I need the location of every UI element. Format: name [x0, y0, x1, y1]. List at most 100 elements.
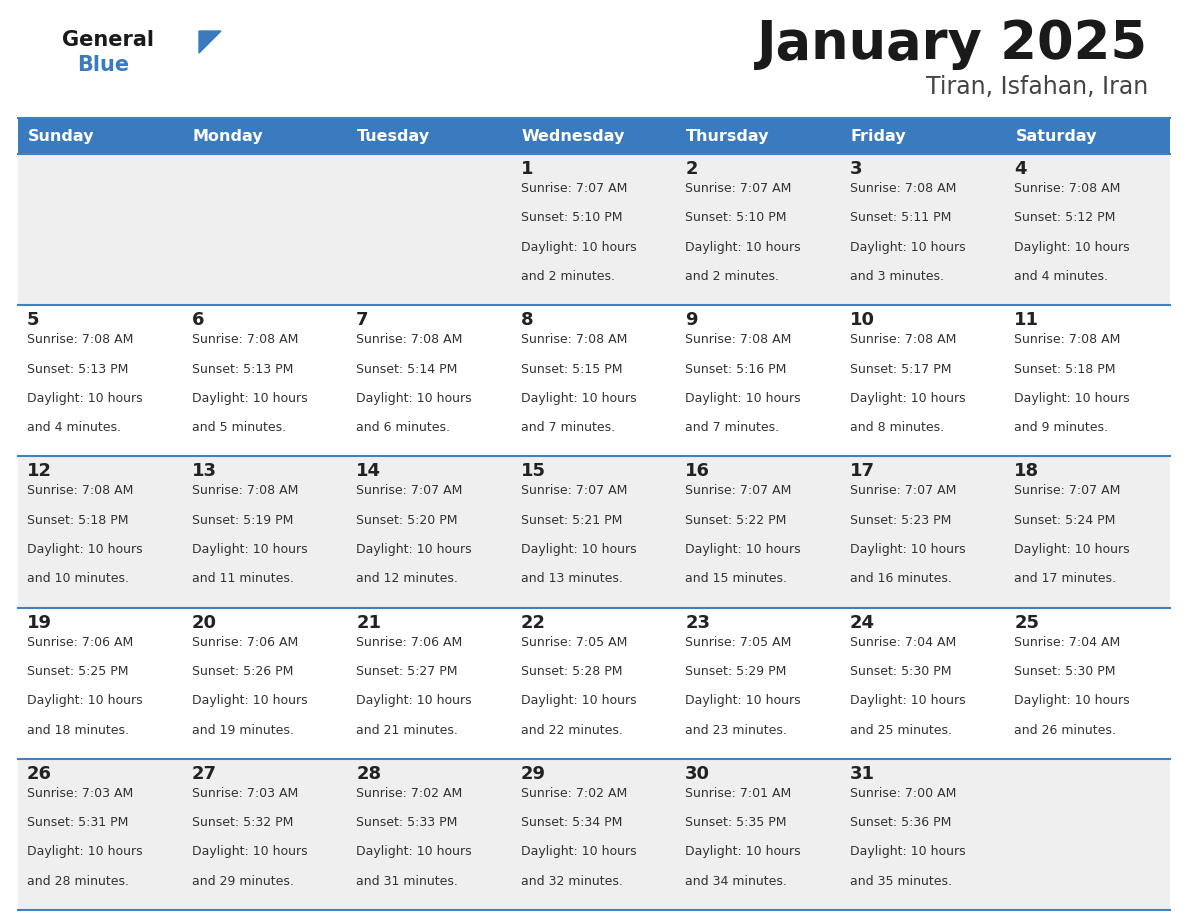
- Text: Sunrise: 7:06 AM: Sunrise: 7:06 AM: [191, 635, 298, 649]
- Text: 29: 29: [520, 765, 545, 783]
- Bar: [347, 154, 512, 305]
- Text: and 29 minutes.: and 29 minutes.: [191, 875, 293, 888]
- Text: 22: 22: [520, 613, 545, 632]
- Text: and 19 minutes.: and 19 minutes.: [191, 723, 293, 736]
- Text: Sunset: 5:26 PM: Sunset: 5:26 PM: [191, 665, 293, 677]
- Text: and 5 minutes.: and 5 minutes.: [191, 421, 285, 434]
- Text: and 15 minutes.: and 15 minutes.: [685, 573, 788, 586]
- Text: and 2 minutes.: and 2 minutes.: [685, 270, 779, 283]
- Text: Sunrise: 7:07 AM: Sunrise: 7:07 AM: [1015, 485, 1120, 498]
- Text: 18: 18: [1015, 463, 1040, 480]
- Text: and 18 minutes.: and 18 minutes.: [27, 723, 129, 736]
- Text: Daylight: 10 hours: Daylight: 10 hours: [849, 845, 966, 858]
- Text: Sunset: 5:16 PM: Sunset: 5:16 PM: [685, 363, 786, 375]
- Text: Sunrise: 7:07 AM: Sunrise: 7:07 AM: [849, 485, 956, 498]
- Text: 23: 23: [685, 613, 710, 632]
- Text: and 34 minutes.: and 34 minutes.: [685, 875, 788, 888]
- Bar: [841, 305, 1005, 456]
- Text: 19: 19: [27, 613, 52, 632]
- Text: and 28 minutes.: and 28 minutes.: [27, 875, 129, 888]
- Text: Sunset: 5:35 PM: Sunset: 5:35 PM: [685, 816, 786, 829]
- Text: and 11 minutes.: and 11 minutes.: [191, 573, 293, 586]
- Text: General: General: [62, 30, 154, 50]
- Text: Sunset: 5:15 PM: Sunset: 5:15 PM: [520, 363, 623, 375]
- Text: Sunset: 5:28 PM: Sunset: 5:28 PM: [520, 665, 623, 677]
- Text: Sunset: 5:14 PM: Sunset: 5:14 PM: [356, 363, 457, 375]
- Text: Sunrise: 7:05 AM: Sunrise: 7:05 AM: [685, 635, 791, 649]
- Text: Daylight: 10 hours: Daylight: 10 hours: [520, 543, 637, 556]
- Text: 13: 13: [191, 463, 216, 480]
- Text: and 6 minutes.: and 6 minutes.: [356, 421, 450, 434]
- Text: and 7 minutes.: and 7 minutes.: [685, 421, 779, 434]
- Text: Sunrise: 7:07 AM: Sunrise: 7:07 AM: [685, 485, 791, 498]
- Text: Sunset: 5:30 PM: Sunset: 5:30 PM: [1015, 665, 1116, 677]
- Text: Daylight: 10 hours: Daylight: 10 hours: [27, 845, 143, 858]
- Bar: [512, 759, 676, 910]
- Text: Daylight: 10 hours: Daylight: 10 hours: [191, 845, 308, 858]
- Text: 30: 30: [685, 765, 710, 783]
- Text: Sunset: 5:18 PM: Sunset: 5:18 PM: [27, 514, 128, 527]
- Text: Daylight: 10 hours: Daylight: 10 hours: [520, 241, 637, 253]
- Text: Sunrise: 7:08 AM: Sunrise: 7:08 AM: [27, 485, 133, 498]
- Text: and 26 minutes.: and 26 minutes.: [1015, 723, 1117, 736]
- Text: and 13 minutes.: and 13 minutes.: [520, 573, 623, 586]
- Text: Sunset: 5:30 PM: Sunset: 5:30 PM: [849, 665, 952, 677]
- Text: 12: 12: [27, 463, 52, 480]
- Bar: [1005, 759, 1170, 910]
- Text: Sunrise: 7:07 AM: Sunrise: 7:07 AM: [685, 182, 791, 195]
- Text: and 25 minutes.: and 25 minutes.: [849, 723, 952, 736]
- Bar: [676, 154, 841, 305]
- Text: Sunset: 5:19 PM: Sunset: 5:19 PM: [191, 514, 293, 527]
- Text: Sunrise: 7:06 AM: Sunrise: 7:06 AM: [27, 635, 133, 649]
- Text: Sunrise: 7:03 AM: Sunrise: 7:03 AM: [27, 787, 133, 800]
- Text: and 32 minutes.: and 32 minutes.: [520, 875, 623, 888]
- Text: Sunrise: 7:07 AM: Sunrise: 7:07 AM: [356, 485, 462, 498]
- Text: and 23 minutes.: and 23 minutes.: [685, 723, 788, 736]
- Text: Sunrise: 7:05 AM: Sunrise: 7:05 AM: [520, 635, 627, 649]
- Text: Sunrise: 7:02 AM: Sunrise: 7:02 AM: [520, 787, 627, 800]
- Bar: [347, 608, 512, 759]
- Text: Saturday: Saturday: [1016, 129, 1097, 143]
- Text: Daylight: 10 hours: Daylight: 10 hours: [849, 392, 966, 405]
- Text: and 31 minutes.: and 31 minutes.: [356, 875, 459, 888]
- Text: Daylight: 10 hours: Daylight: 10 hours: [520, 845, 637, 858]
- Text: Sunset: 5:21 PM: Sunset: 5:21 PM: [520, 514, 623, 527]
- Text: Daylight: 10 hours: Daylight: 10 hours: [849, 241, 966, 253]
- Text: Sunrise: 7:02 AM: Sunrise: 7:02 AM: [356, 787, 462, 800]
- Bar: [18, 154, 183, 305]
- Text: Sunset: 5:33 PM: Sunset: 5:33 PM: [356, 816, 457, 829]
- Text: 28: 28: [356, 765, 381, 783]
- Bar: [676, 759, 841, 910]
- Bar: [512, 608, 676, 759]
- Text: Wednesday: Wednesday: [522, 129, 625, 143]
- Text: Sunrise: 7:03 AM: Sunrise: 7:03 AM: [191, 787, 298, 800]
- Text: Sunset: 5:31 PM: Sunset: 5:31 PM: [27, 816, 128, 829]
- Bar: [512, 305, 676, 456]
- Text: 31: 31: [849, 765, 874, 783]
- Bar: [1005, 608, 1170, 759]
- Text: Daylight: 10 hours: Daylight: 10 hours: [849, 543, 966, 556]
- Polygon shape: [200, 31, 221, 53]
- Text: Sunset: 5:17 PM: Sunset: 5:17 PM: [849, 363, 952, 375]
- Text: 11: 11: [1015, 311, 1040, 330]
- Text: Sunrise: 7:08 AM: Sunrise: 7:08 AM: [520, 333, 627, 346]
- Text: Daylight: 10 hours: Daylight: 10 hours: [356, 845, 472, 858]
- Text: and 3 minutes.: and 3 minutes.: [849, 270, 943, 283]
- Text: Friday: Friday: [851, 129, 906, 143]
- Text: Sunrise: 7:04 AM: Sunrise: 7:04 AM: [1015, 635, 1120, 649]
- Bar: [183, 608, 347, 759]
- Text: Daylight: 10 hours: Daylight: 10 hours: [191, 543, 308, 556]
- Text: and 16 minutes.: and 16 minutes.: [849, 573, 952, 586]
- Text: Daylight: 10 hours: Daylight: 10 hours: [1015, 543, 1130, 556]
- Text: Tiran, Isfahan, Iran: Tiran, Isfahan, Iran: [925, 75, 1148, 99]
- Text: Tuesday: Tuesday: [358, 129, 430, 143]
- Text: Sunset: 5:34 PM: Sunset: 5:34 PM: [520, 816, 623, 829]
- Bar: [347, 759, 512, 910]
- Text: and 8 minutes.: and 8 minutes.: [849, 421, 944, 434]
- Text: Sunrise: 7:00 AM: Sunrise: 7:00 AM: [849, 787, 956, 800]
- Bar: [676, 456, 841, 608]
- Text: Sunrise: 7:08 AM: Sunrise: 7:08 AM: [1015, 182, 1120, 195]
- Text: Sunrise: 7:01 AM: Sunrise: 7:01 AM: [685, 787, 791, 800]
- Bar: [676, 305, 841, 456]
- Text: Thursday: Thursday: [687, 129, 770, 143]
